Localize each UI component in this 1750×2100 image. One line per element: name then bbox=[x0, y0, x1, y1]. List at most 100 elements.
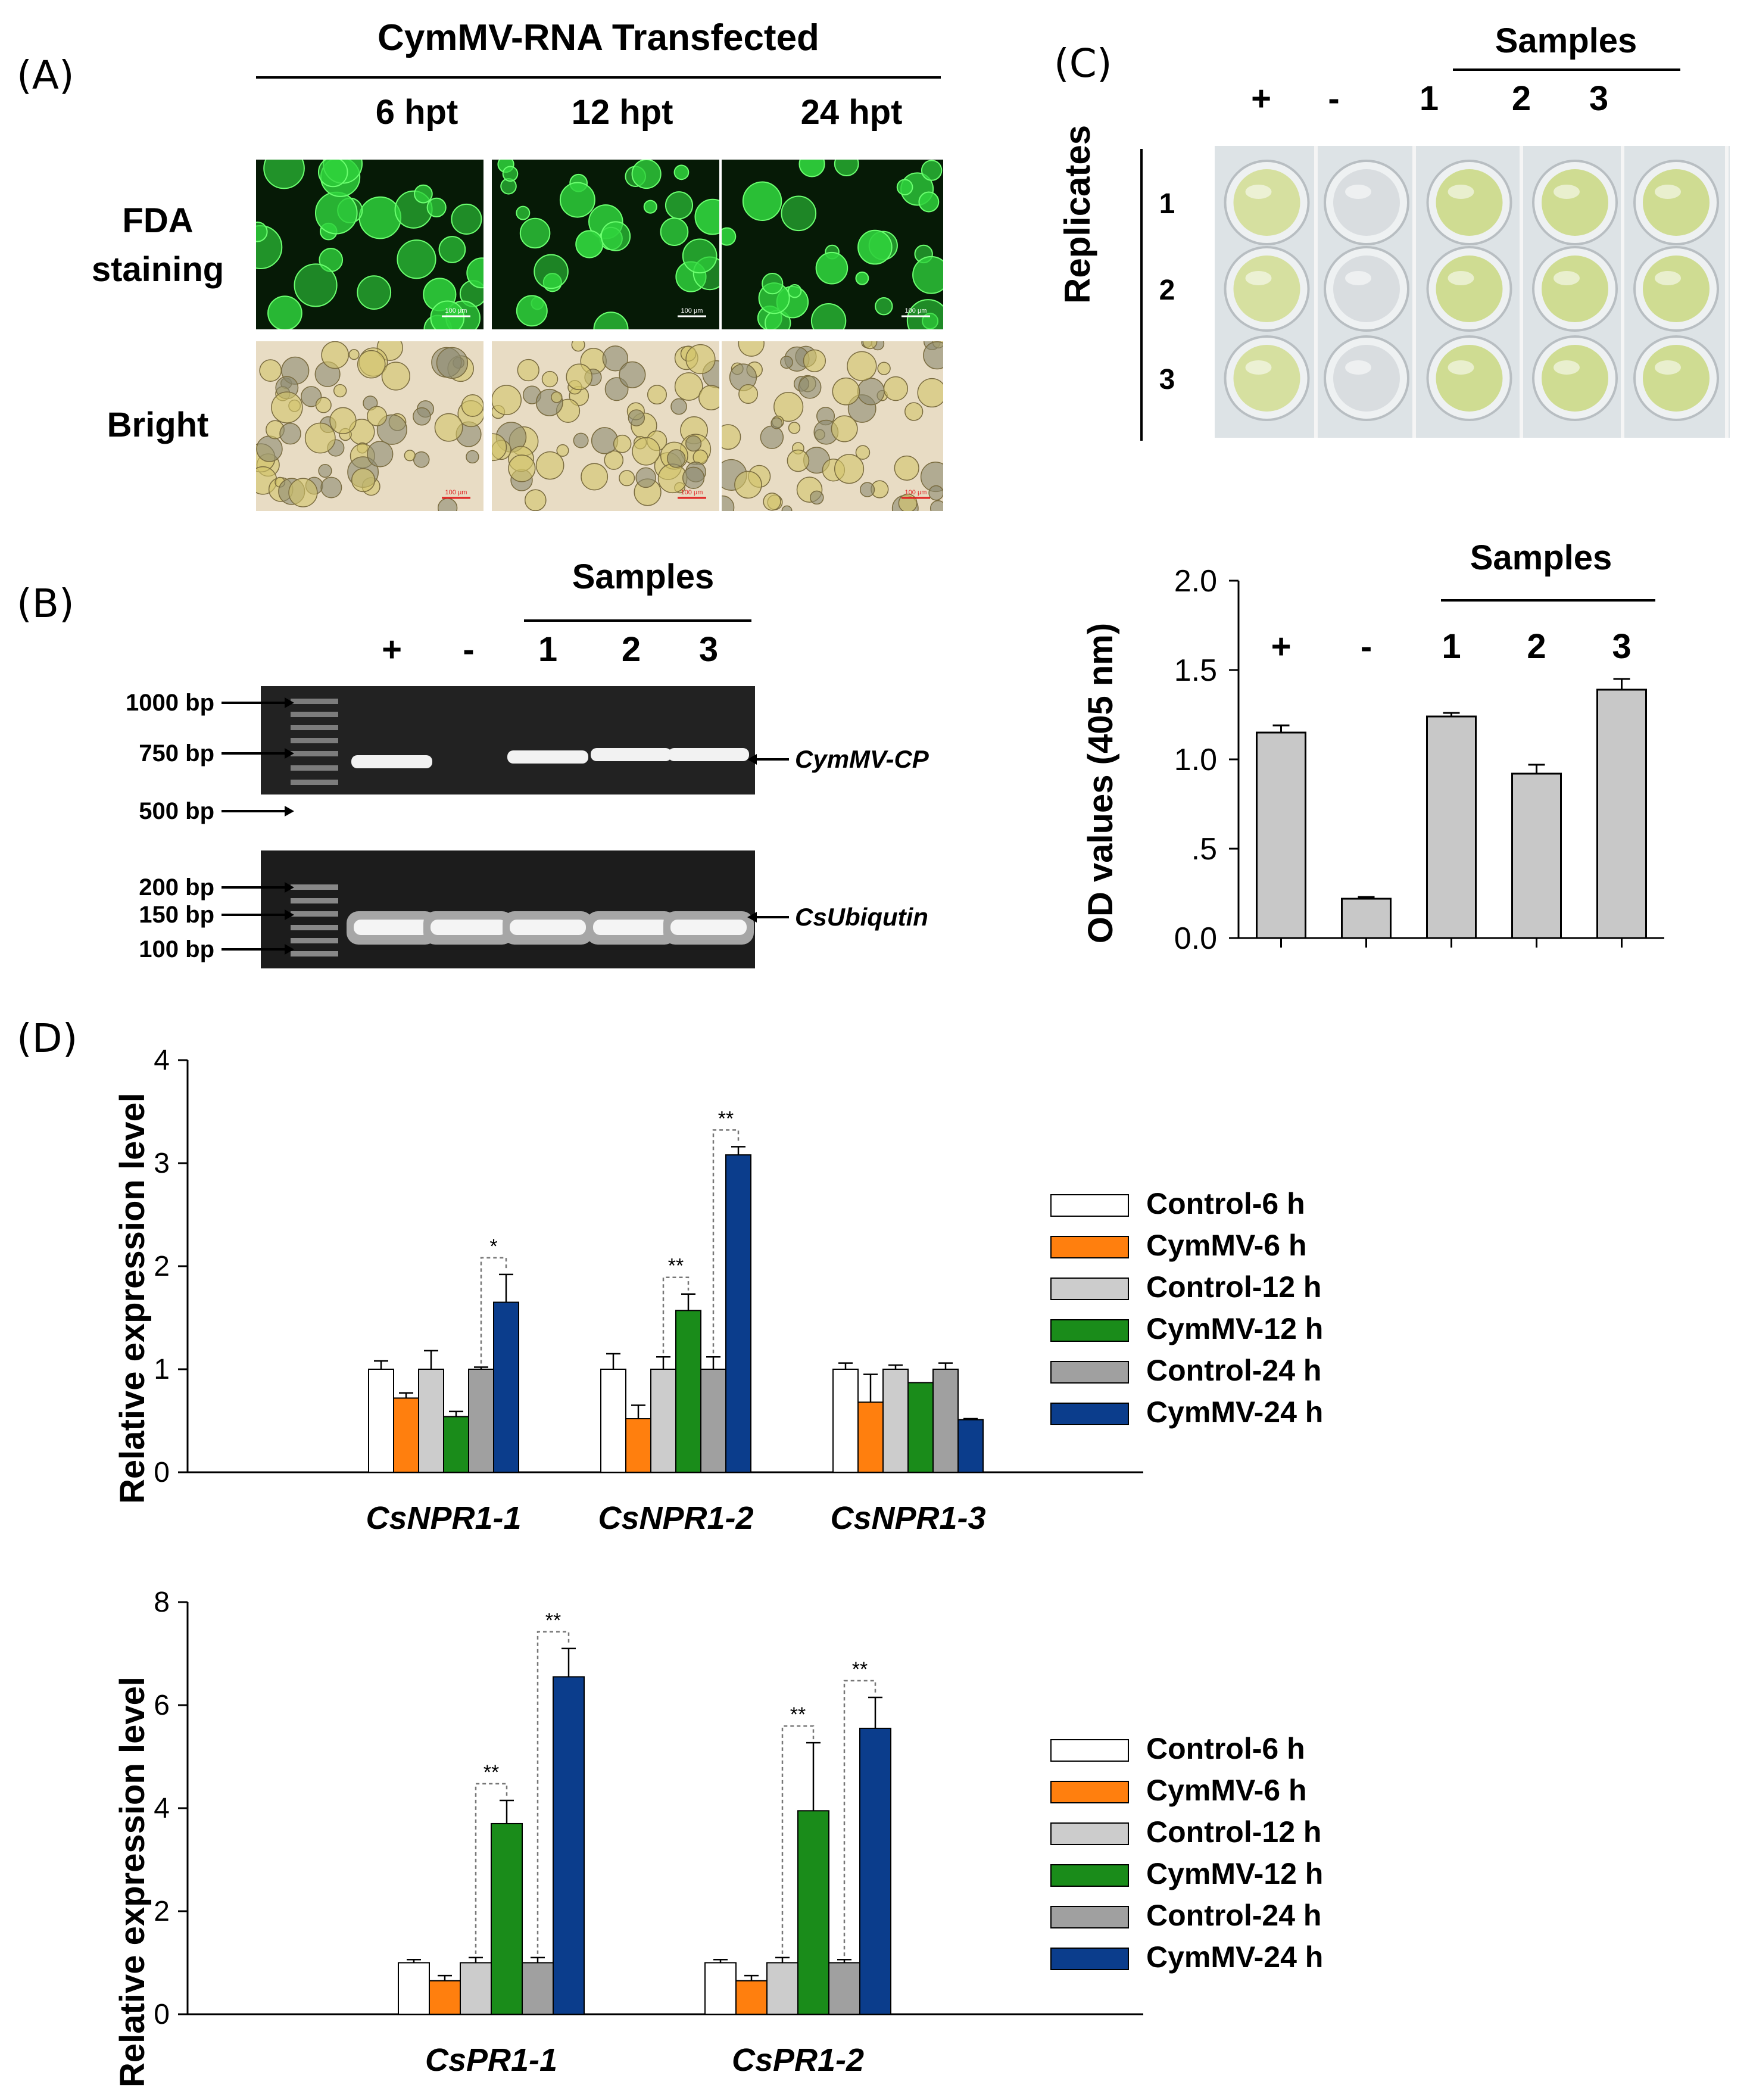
band-name-label: CymMV-CP bbox=[795, 745, 929, 773]
protoplast-cell bbox=[734, 471, 762, 499]
plate-column-label: 1 bbox=[1420, 79, 1439, 118]
protoplast-cell bbox=[685, 344, 716, 375]
legend-swatch bbox=[1050, 1278, 1129, 1300]
protoplast-cell bbox=[434, 413, 463, 442]
protoplast-cell bbox=[508, 454, 536, 482]
od-bar-label: - bbox=[1361, 627, 1372, 666]
ladder-size-label: 750 bp bbox=[139, 740, 214, 767]
ladder-size-label: 200 bp bbox=[139, 874, 214, 901]
well-highlight bbox=[1245, 360, 1272, 375]
protoplast-cell bbox=[502, 166, 519, 182]
well-highlight bbox=[1345, 360, 1371, 375]
expression-bar bbox=[907, 1382, 934, 1473]
expression-bar bbox=[828, 1962, 860, 2015]
band-cymmv-cp bbox=[507, 750, 588, 764]
plate-samples-header: Samples bbox=[1495, 21, 1637, 60]
band-arrowhead bbox=[747, 754, 757, 765]
legend-label: Control-12 h bbox=[1146, 1270, 1321, 1304]
od-bar-label: 1 bbox=[1442, 627, 1461, 666]
protoplast-cell bbox=[877, 362, 891, 375]
protoplast-cell bbox=[321, 341, 350, 369]
panel-a-header: CymMV-RNA Transfected bbox=[378, 17, 819, 58]
protoplast-cell bbox=[918, 191, 940, 213]
protoplast-cell bbox=[414, 184, 433, 204]
bright-image-24hpt: 100 µm bbox=[722, 341, 943, 511]
legend-label: CymMV-12 h bbox=[1146, 1312, 1323, 1345]
protoplast-cell bbox=[593, 311, 629, 329]
ladder-band bbox=[291, 951, 338, 956]
ladder-arrowhead bbox=[285, 909, 294, 920]
ladder-size-label: 100 bp bbox=[139, 936, 214, 962]
expression-bar bbox=[859, 1727, 891, 2015]
protoplast-cell bbox=[541, 370, 559, 388]
y-tick-label: 8 bbox=[154, 1587, 170, 1618]
legend-swatch bbox=[1050, 1822, 1129, 1845]
elisa-plate-figure: + - 1 2 3 1 2 3 bbox=[1159, 79, 1730, 438]
ladder-band bbox=[291, 699, 338, 704]
protoplast-cell bbox=[685, 435, 702, 452]
significance-bracket bbox=[781, 1725, 815, 1954]
protoplast-cell bbox=[643, 200, 657, 214]
expression-bar bbox=[675, 1310, 701, 1473]
protoplast-cell bbox=[256, 222, 268, 242]
panel-c-label: (C) bbox=[1054, 40, 1112, 86]
scale-bar-label: 100 µm bbox=[681, 307, 703, 314]
replicates-label: Replicates bbox=[1057, 125, 1099, 304]
plate-row-label: 3 bbox=[1159, 364, 1175, 395]
band-csubiqutin bbox=[593, 920, 669, 935]
well-highlight bbox=[1554, 360, 1580, 375]
protoplast-cell bbox=[780, 356, 793, 369]
expression-bar bbox=[429, 1980, 461, 2015]
significance-bracket bbox=[662, 1276, 690, 1354]
protoplast-cell bbox=[682, 466, 705, 489]
protoplast-cell bbox=[613, 434, 632, 453]
timepoint-12hpt: 12 hpt bbox=[571, 93, 673, 132]
gel-top bbox=[261, 686, 755, 794]
significance-bracket bbox=[475, 1783, 508, 1954]
protoplast-cell bbox=[317, 160, 348, 188]
panel-a-label: (A) bbox=[17, 52, 74, 98]
ladder-band bbox=[291, 925, 338, 930]
legend-label: CymMV-6 h bbox=[1146, 1229, 1307, 1262]
protoplast-cell bbox=[358, 196, 402, 239]
protoplast-cell bbox=[923, 341, 943, 370]
plate-well bbox=[1643, 345, 1710, 412]
protoplast-cell bbox=[524, 489, 547, 511]
legend-swatch bbox=[1050, 1864, 1129, 1887]
protoplast-cell bbox=[304, 422, 336, 454]
expression-bar bbox=[625, 1418, 651, 1473]
ladder-band bbox=[291, 751, 338, 756]
protoplast-cell bbox=[859, 482, 875, 497]
protoplast-cell bbox=[357, 275, 392, 310]
protoplast-cell bbox=[929, 500, 943, 511]
protoplast-cell bbox=[921, 160, 943, 181]
plate-column-label: 3 bbox=[1589, 79, 1608, 118]
ladder-band bbox=[291, 884, 338, 890]
protoplast-cell bbox=[682, 238, 718, 274]
protoplast-cell bbox=[318, 463, 332, 478]
well-highlight bbox=[1448, 360, 1474, 375]
ladder-size-label: 1000 bp bbox=[126, 690, 214, 716]
protoplast-cell bbox=[288, 478, 318, 507]
plate-well bbox=[1643, 256, 1710, 322]
ladder-arrowhead bbox=[285, 882, 294, 893]
plate-well bbox=[1333, 169, 1400, 236]
protoplast-cell bbox=[357, 350, 386, 379]
significance-marker: ** bbox=[718, 1107, 734, 1130]
od-bar bbox=[1596, 688, 1647, 939]
expression-bar bbox=[650, 1369, 676, 1473]
y-tick-label: 2 bbox=[154, 1896, 170, 1927]
scale-bar-label: 100 µm bbox=[445, 307, 467, 314]
expression-bar bbox=[832, 1369, 859, 1473]
legend-label: Control-6 h bbox=[1146, 1187, 1305, 1220]
plate-column-label: + bbox=[1251, 79, 1271, 118]
protoplast-cell bbox=[516, 205, 531, 220]
category-label: CsNPR1-1 bbox=[366, 1500, 521, 1536]
timepoint-24hpt: 24 hpt bbox=[800, 93, 903, 132]
plate-well bbox=[1643, 169, 1710, 236]
protoplast-cell bbox=[466, 450, 479, 464]
significance-marker: ** bbox=[545, 1609, 561, 1632]
scale-bar-label: 100 µm bbox=[681, 489, 703, 496]
protoplast-cell bbox=[451, 203, 482, 235]
protoplast-cell bbox=[581, 463, 609, 491]
